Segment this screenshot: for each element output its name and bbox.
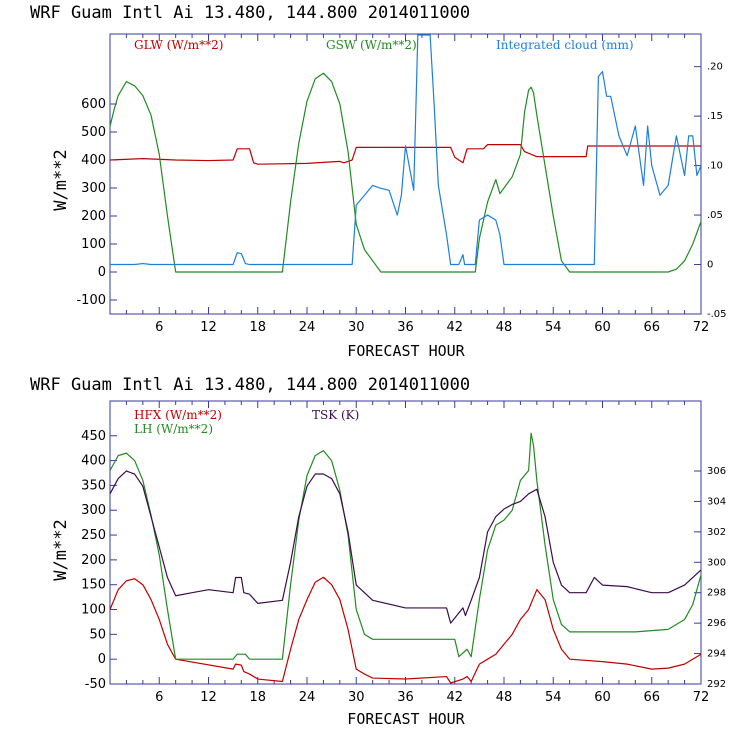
x-tick-label: 60: [594, 690, 611, 705]
right-tick-label: 298: [707, 588, 726, 599]
series-line-gsw: [109, 72, 702, 273]
series-line-cloud: [110, 34, 702, 266]
y-tick-label: 250: [81, 528, 106, 543]
right-tick-label: .15: [707, 111, 723, 122]
y-axis-label: W/m**2: [51, 149, 71, 210]
legend: HFX (W/m**2) LH (W/m**2) TSK (K): [134, 408, 359, 436]
plot-area: 6 12 18 24 30 36 42 48 54 60 66 72 -100 0 100 200 300 400…: [76, 33, 727, 335]
y-tick-label: 500: [81, 125, 106, 140]
legend-tsk: TSK (K): [312, 408, 359, 422]
y-tick-label: 350: [81, 478, 106, 493]
y-tick-label: 0: [98, 265, 106, 280]
y-axis-label: W/m**2: [51, 519, 71, 580]
y-tick-label: -100: [76, 293, 106, 308]
x-tick-label: 54: [545, 690, 562, 705]
right-tick-label: 304: [707, 496, 726, 507]
x-tick-label: 12: [200, 320, 217, 335]
plot-frame: [109, 400, 702, 685]
legend-hfx: HFX (W/m**2): [134, 408, 222, 422]
x-tick-label: 30: [348, 690, 365, 705]
y-tick-label: -50: [85, 677, 106, 692]
panel-header: WRF Guam Intl Ai 13.480, 144.800 2014011…: [30, 375, 470, 395]
legend-gsw: GSW (W/m**2): [326, 38, 417, 52]
x-tick-label: 66: [643, 320, 660, 335]
x-tick-label: 18: [249, 690, 266, 705]
y-tick-label: 400: [81, 153, 106, 168]
legend-glw: GLW (W/m**2): [134, 38, 223, 52]
x-tick-label: 72: [693, 320, 710, 335]
y-tick-label: 400: [81, 454, 106, 469]
x-tick-label: 42: [446, 690, 463, 705]
series-line-lh: [109, 432, 702, 660]
y-tick-label: 300: [81, 181, 106, 196]
y-tick-label: 600: [81, 97, 106, 112]
right-tick-label: 294: [707, 649, 726, 660]
flux-panel: WRF Guam Intl Ai 13.480, 144.800 2014011…: [30, 375, 726, 728]
y-tick-label: 200: [81, 553, 106, 568]
legend: GLW (W/m**2) GSW (W/m**2) Integrated clo…: [134, 38, 634, 52]
right-tick-label: 300: [707, 557, 726, 568]
right-tick-label: 302: [707, 527, 726, 538]
right-tick-label: 296: [707, 618, 726, 629]
x-tick-label: 48: [496, 690, 513, 705]
x-tick-label: 24: [299, 690, 316, 705]
right-tick-label: 306: [707, 466, 726, 477]
y-tick-label: 300: [81, 503, 106, 518]
x-axis-label: FORECAST HOUR: [347, 710, 465, 728]
x-tick-label: 30: [348, 320, 365, 335]
series-line-hfx: [109, 576, 702, 684]
right-tick-label: -.05: [707, 309, 727, 320]
legend-cloud: Integrated cloud (mm): [496, 38, 634, 52]
x-tick-label: 42: [446, 320, 463, 335]
x-tick-label: 54: [545, 320, 562, 335]
x-tick-label: 18: [249, 320, 266, 335]
y-tick-label: 0: [98, 652, 106, 667]
x-tick-label: 60: [594, 320, 611, 335]
legend-lh: LH (W/m**2): [134, 422, 213, 436]
x-tick-label: 24: [299, 320, 316, 335]
y-tick-label: 100: [81, 237, 106, 252]
right-tick-label: .05: [707, 210, 723, 221]
y-tick-label: 100: [81, 603, 106, 618]
x-tick-label: 72: [693, 690, 710, 705]
panel-header: WRF Guam Intl Ai 13.480, 144.800 2014011…: [30, 3, 470, 23]
y-tick-label: 150: [81, 578, 106, 593]
x-tick-label: 6: [155, 690, 163, 705]
y-tick-label: 450: [81, 429, 106, 444]
x-tick-label: 48: [496, 320, 513, 335]
right-tick-label: 0: [707, 260, 713, 271]
series-line-glw: [109, 144, 701, 165]
plot-area: 6 12 18 24 30 36 42 48 54 60 66 72 -50 0 50 100 150 200 25…: [81, 400, 726, 705]
right-tick-label: .10: [707, 161, 723, 172]
right-tick-label: .20: [707, 62, 723, 73]
radiation-panel: WRF Guam Intl Ai 13.480, 144.800 2014011…: [30, 3, 727, 360]
x-tick-label: 6: [155, 320, 163, 335]
series-line-tsk: [109, 470, 702, 624]
x-tick-label: 66: [643, 690, 660, 705]
right-tick-label: 292: [707, 679, 726, 690]
x-tick-label: 12: [200, 690, 217, 705]
y-tick-label: 50: [89, 627, 106, 642]
y-tick-label: 200: [81, 209, 106, 224]
x-tick-label: 36: [397, 690, 414, 705]
x-tick-label: 36: [397, 320, 414, 335]
x-axis-label: FORECAST HOUR: [347, 342, 465, 360]
